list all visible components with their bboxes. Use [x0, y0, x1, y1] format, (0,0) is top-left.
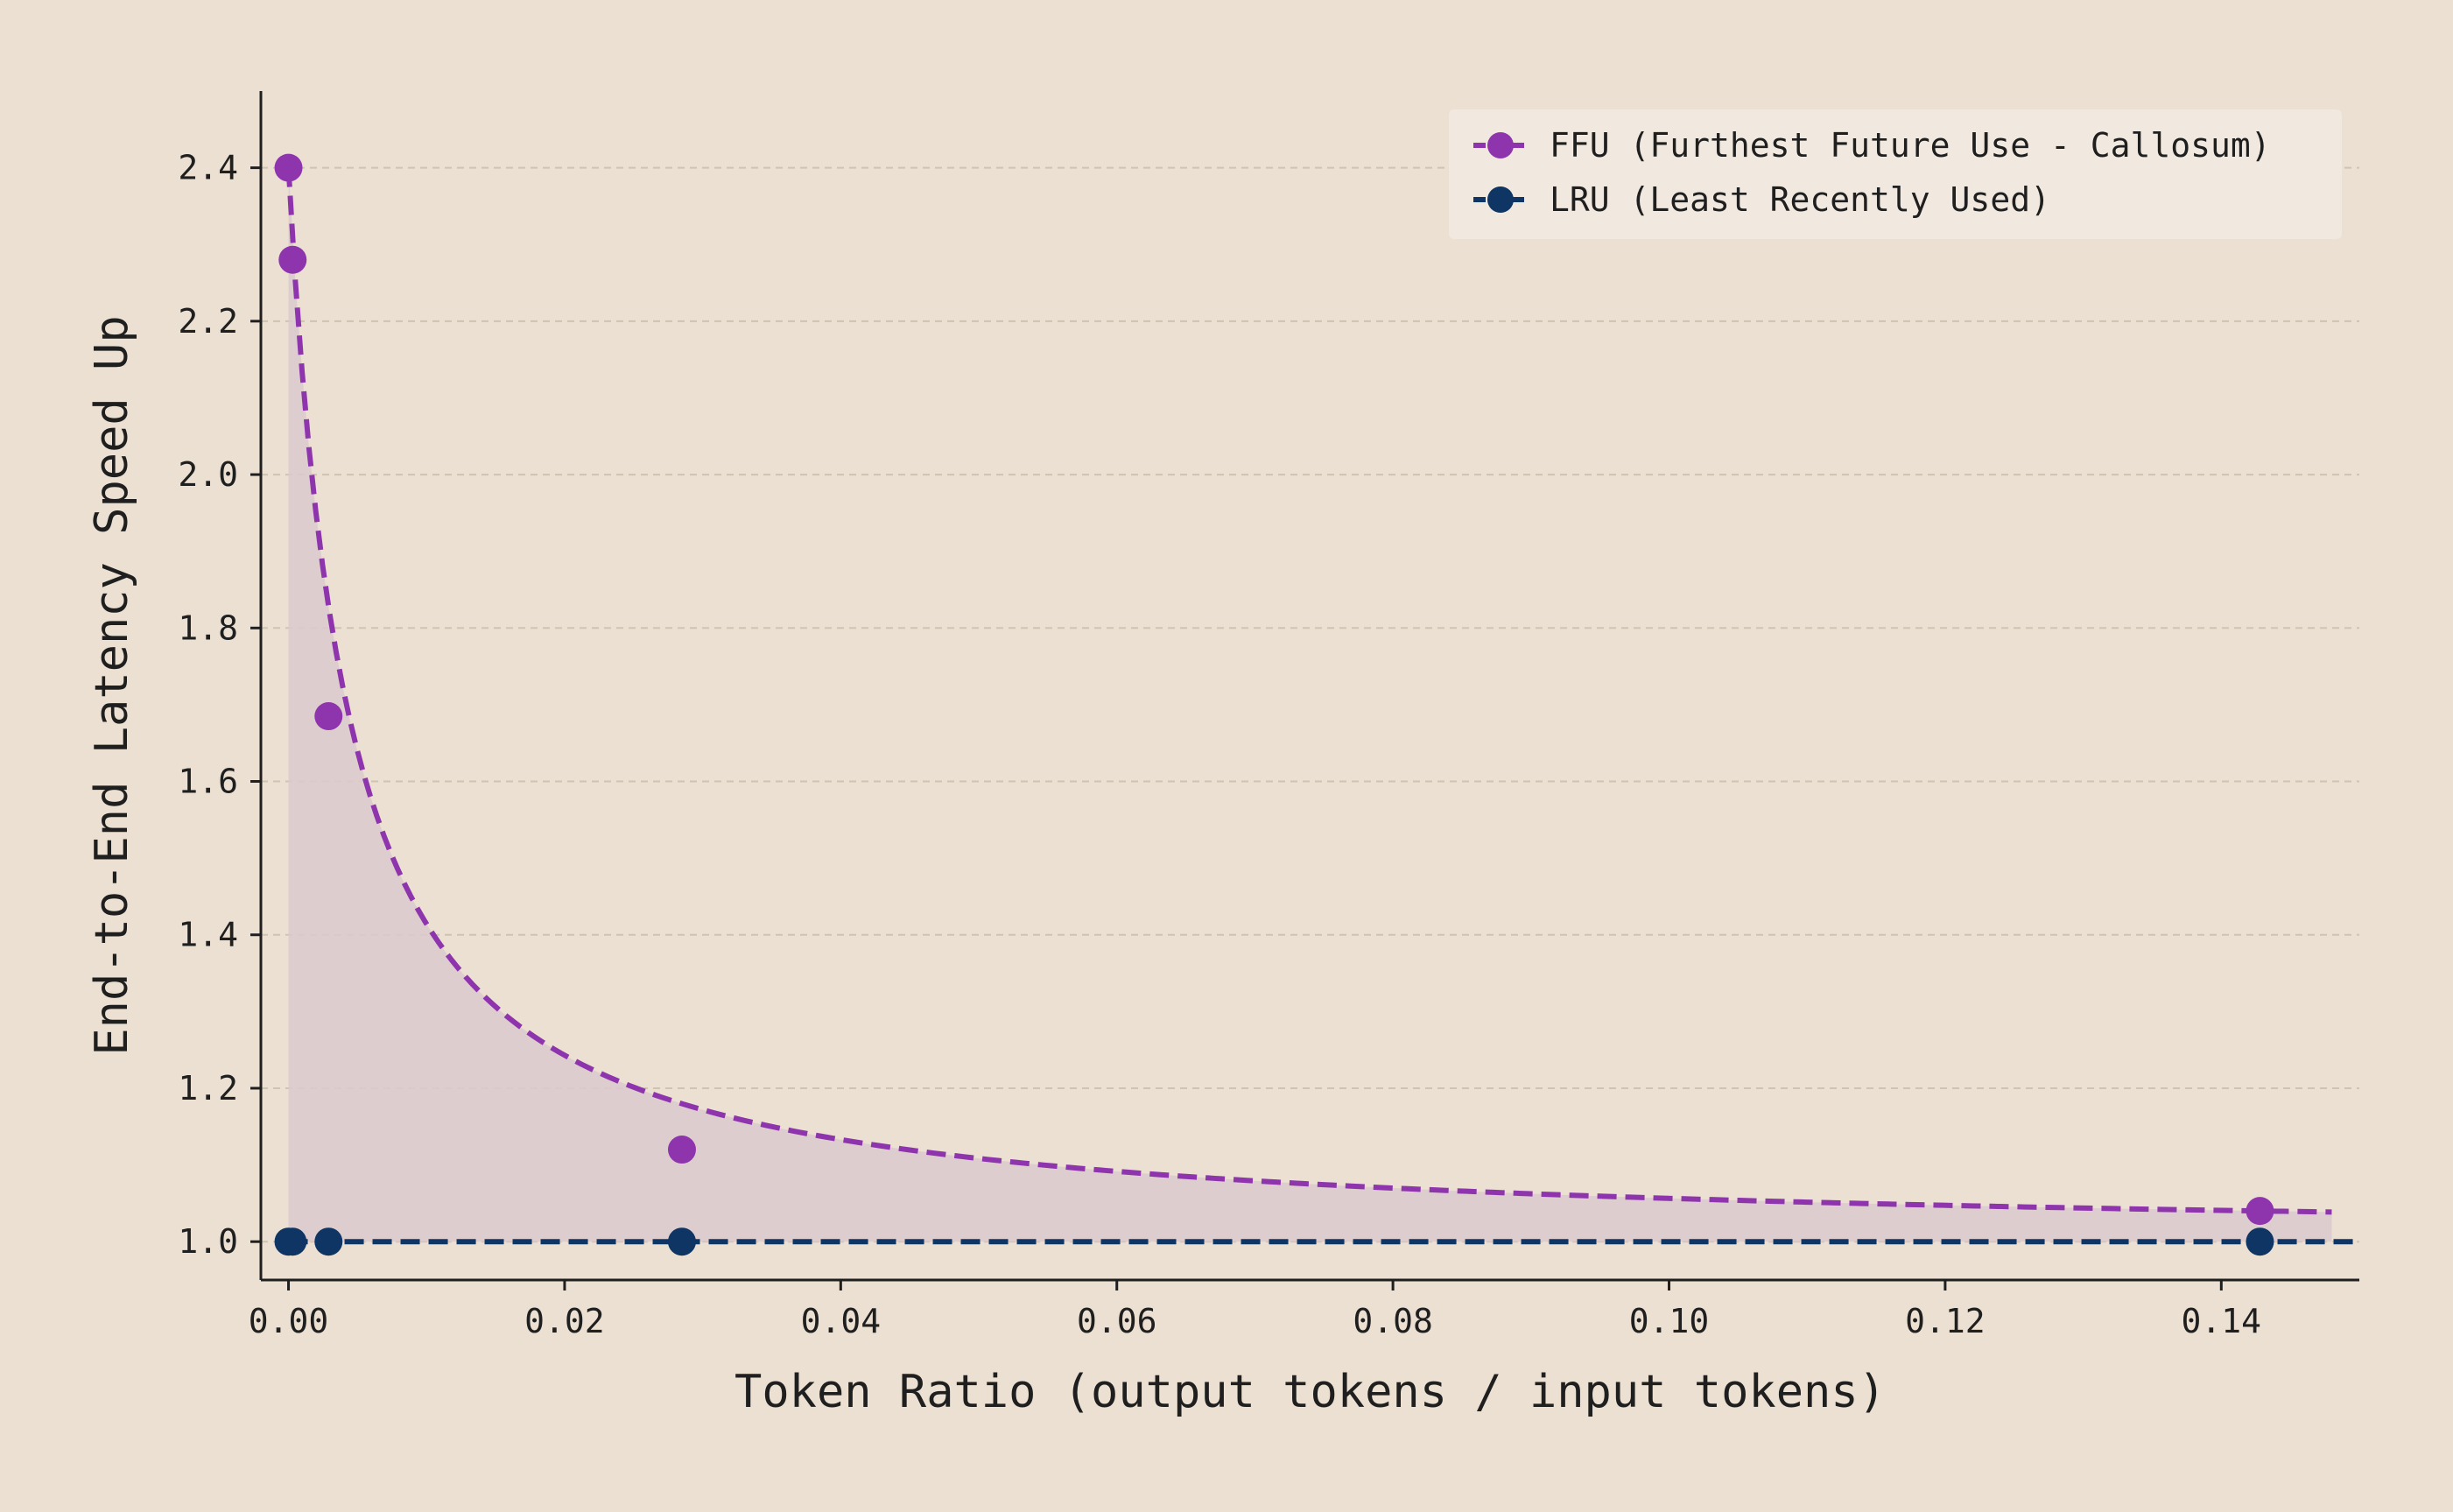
y-tick-label: 2.4 — [178, 149, 238, 187]
ffu-point — [667, 1136, 696, 1164]
legend: FFU (Furthest Future Use - Callosum) LRU … — [1449, 109, 2342, 239]
y-axis-title: End-to-End Latency Speed Up — [86, 315, 138, 1055]
y-tick-label: 2.2 — [178, 302, 238, 341]
ffu-fit-curve — [285, 167, 2332, 1215]
axes — [259, 91, 2359, 1282]
legend-marker — [1487, 186, 1514, 213]
series-points — [274, 153, 2274, 1256]
x-tick-label: 0.06 — [1077, 1302, 1157, 1340]
ffu-point — [314, 702, 343, 731]
y-tick-label: 2.0 — [178, 455, 238, 494]
x-tick-label: 0.14 — [2182, 1302, 2262, 1340]
legend-marker — [1487, 132, 1514, 158]
legend-box — [1449, 109, 2342, 239]
lru-point — [2246, 1227, 2274, 1256]
x-tick-label: 0.10 — [1629, 1302, 1710, 1340]
tick-labels: 0.00 0.02 0.04 0.06 0.08 0.10 0.12 0.14 1.0 1.2 1.… — [178, 149, 2261, 1340]
ffu-fill-area — [288, 167, 2332, 1242]
ffu-point — [278, 245, 307, 274]
ffu-point — [2246, 1197, 2274, 1226]
ffu-area-fill — [288, 167, 2332, 1242]
ffu-point — [274, 153, 303, 182]
y-tick-label: 1.4 — [178, 916, 238, 954]
x-tick-label: 0.02 — [524, 1302, 605, 1340]
x-tick-label: 0.00 — [249, 1302, 329, 1340]
lru-point — [667, 1227, 696, 1256]
series-lines — [285, 167, 2359, 1245]
y-tick-label: 1.2 — [178, 1069, 238, 1108]
x-tick-label: 0.08 — [1353, 1302, 1433, 1340]
lru-point — [278, 1227, 307, 1256]
y-tick-label: 1.6 — [178, 763, 238, 801]
y-tick-label: 1.8 — [178, 608, 238, 647]
legend-items: FFU (Furthest Future Use - Callosum) LRU … — [1473, 126, 2271, 219]
x-tick-label: 0.12 — [1905, 1302, 1986, 1340]
legend-label: LRU (Least Recently Used) — [1550, 180, 2050, 219]
legend-label: FFU (Furthest Future Use - Callosum) — [1550, 126, 2271, 165]
x-tick-label: 0.04 — [801, 1302, 882, 1340]
y-tick-label: 1.0 — [178, 1222, 238, 1261]
lru-point — [314, 1227, 343, 1256]
x-axis-title: Token Ratio (output tokens / input token… — [734, 1366, 1886, 1418]
